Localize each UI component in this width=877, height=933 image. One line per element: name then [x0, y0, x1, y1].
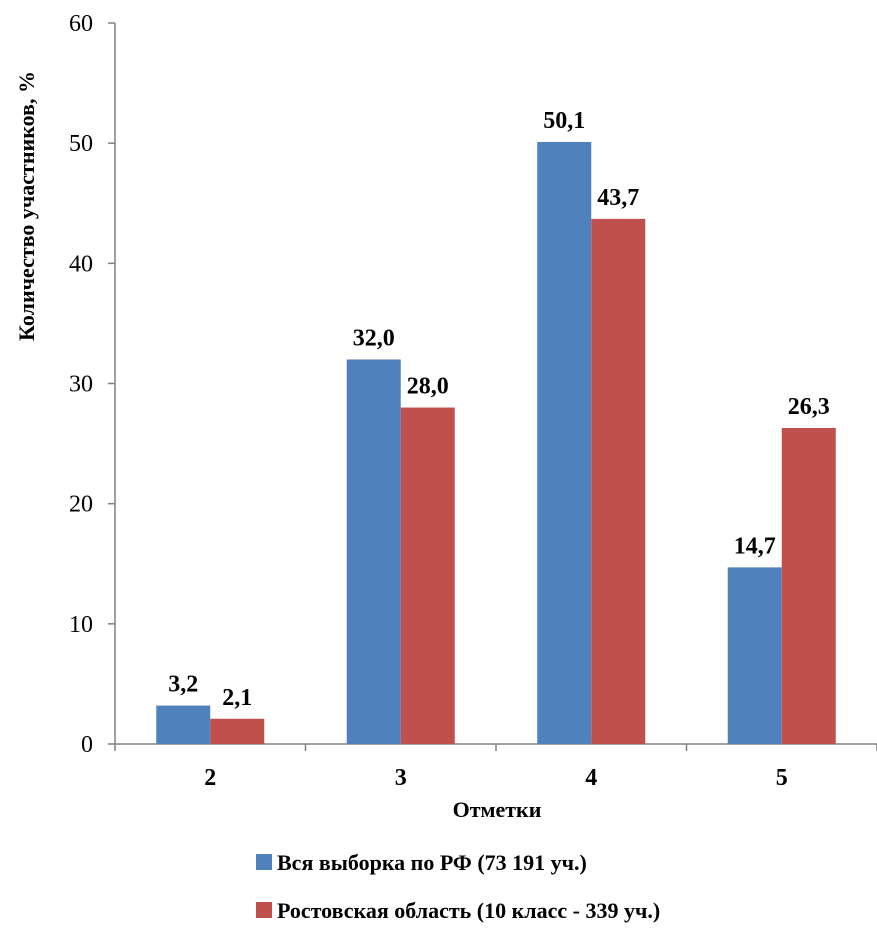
bar-series-1-cat-3 [346, 359, 401, 744]
y-tick-label: 60 [69, 11, 93, 37]
data-label: 2,1 [222, 685, 252, 711]
x-tick-label: 2 [204, 765, 216, 791]
data-label: 3,2 [168, 672, 198, 698]
y-tick-label: 10 [69, 612, 93, 638]
x-axis-title: Отметки [453, 797, 542, 822]
legend-label-series-2: Ростовская область (10 класс - 339 уч.) [277, 898, 660, 923]
bar-series-1-cat-4 [537, 141, 592, 745]
bar-series-2-cat-5 [781, 427, 836, 744]
bar-series-2-cat-4 [591, 218, 646, 744]
y-tick-label: 20 [69, 492, 93, 518]
y-tick-label: 50 [69, 131, 93, 157]
data-label: 43,7 [597, 185, 639, 211]
y-tick-label: 40 [69, 251, 93, 277]
bars [156, 141, 836, 745]
data-label: 50,1 [543, 108, 585, 134]
y-axis-title: Количество участников, % [14, 71, 39, 341]
data-label: 32,0 [353, 325, 395, 351]
bar-series-2-cat-3 [400, 407, 455, 744]
y-tick-label: 0 [81, 732, 93, 758]
data-labels: 3,2 32,0 50,1 14,7 2,1 28,0 43,7 26,3 [168, 108, 830, 711]
legend-label-series-1: Вся выборка по РФ (73 191 уч.) [277, 850, 587, 875]
data-label: 14,7 [734, 533, 776, 559]
x-tick-label: 5 [776, 765, 788, 791]
legend: Вся выборка по РФ (73 191 уч.) Ростовская… [256, 850, 660, 923]
x-tick-label: 3 [395, 765, 407, 791]
data-label: 26,3 [788, 394, 830, 420]
legend-swatch-series-2 [256, 902, 272, 918]
bar-series-1-cat-2 [156, 705, 211, 744]
bar-series-1-cat-5 [727, 567, 782, 744]
legend-swatch-series-1 [256, 854, 272, 870]
y-tick-label: 30 [69, 372, 93, 398]
data-label: 28,0 [407, 374, 449, 400]
bar-series-2-cat-2 [210, 718, 265, 744]
x-tick-label: 4 [585, 765, 597, 791]
